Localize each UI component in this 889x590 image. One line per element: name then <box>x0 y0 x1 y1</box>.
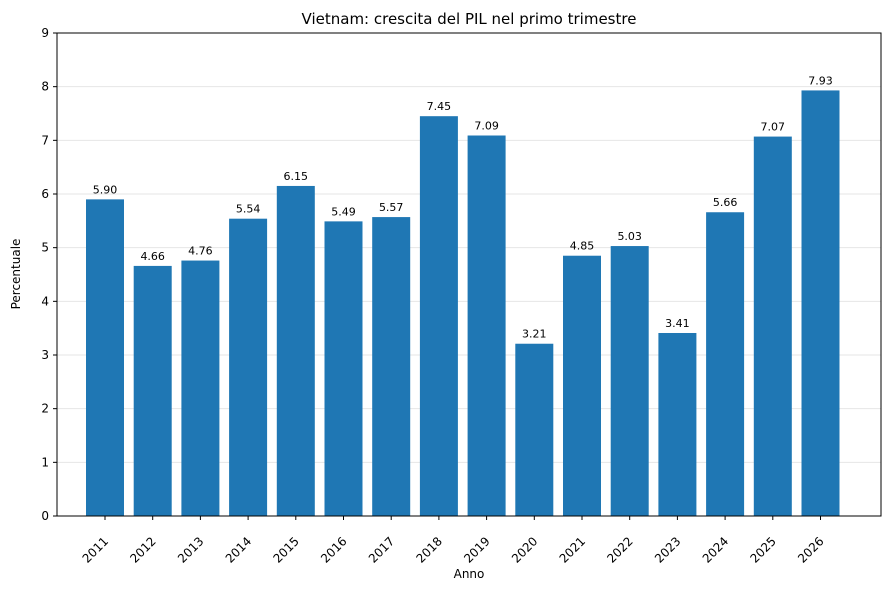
bar-2018 <box>419 116 458 516</box>
data-label-2014: 5.54 <box>236 203 261 216</box>
data-label-2019: 7.09 <box>474 120 499 133</box>
bar-2016 <box>324 221 363 516</box>
bar-2023 <box>658 332 697 516</box>
x-tick-label-2011: 2011 <box>80 534 111 565</box>
bar-2012 <box>133 265 172 516</box>
bar-2020 <box>515 343 554 516</box>
y-tick-label: 5 <box>41 241 49 255</box>
data-label-2012: 4.66 <box>140 250 165 263</box>
x-tick-label-2021: 2021 <box>557 534 588 565</box>
bar-2024 <box>706 212 745 516</box>
x-tick-label-2016: 2016 <box>318 534 349 565</box>
data-label-2015: 6.15 <box>284 170 309 183</box>
x-tick-label-2022: 2022 <box>604 534 635 565</box>
bar-2013 <box>181 260 220 516</box>
x-tick-label-2019: 2019 <box>461 534 492 565</box>
data-label-2013: 4.76 <box>188 245 213 258</box>
x-tick-label-2024: 2024 <box>700 534 731 565</box>
data-label-2024: 5.66 <box>713 196 738 209</box>
x-tick-label-2020: 2020 <box>509 534 540 565</box>
x-tick-label-2015: 2015 <box>270 534 301 565</box>
data-label-2026: 7.93 <box>808 74 833 87</box>
x-tick-label-2026: 2026 <box>795 534 826 565</box>
bar-2021 <box>563 255 601 516</box>
x-tick-label-2025: 2025 <box>747 534 778 565</box>
y-tick-label: 7 <box>41 133 49 147</box>
x-tick-label-2018: 2018 <box>414 534 445 565</box>
x-tick-label-2014: 2014 <box>223 534 254 565</box>
data-labels: 5.90 4.66 4.76 5.54 6.15 5.49 5.57 7.45 7.09 3.21… <box>93 74 833 340</box>
x-tick-label-2013: 2013 <box>175 534 206 565</box>
bar-2026 <box>801 90 840 516</box>
bar-2019 <box>467 135 506 516</box>
data-label-2011: 5.90 <box>93 183 118 196</box>
chart-title: Vietnam: crescita del PIL nel primo trim… <box>302 10 637 28</box>
y-tick-label: 3 <box>41 348 49 362</box>
x-axis-label: Anno <box>454 567 485 581</box>
data-label-2016: 5.49 <box>331 205 356 218</box>
x-tick-label-2012: 2012 <box>127 534 158 565</box>
bars <box>86 90 840 517</box>
data-label-2018: 7.45 <box>427 100 452 113</box>
y-tick-label: 9 <box>41 26 49 40</box>
y-axis-label: Percentuale <box>9 239 23 310</box>
y-tick-label: 0 <box>41 509 49 523</box>
y-tick-label: 6 <box>41 187 49 201</box>
data-label-2021: 4.85 <box>570 240 595 253</box>
bar-2017 <box>372 217 411 516</box>
y-tick-label: 1 <box>41 455 49 469</box>
data-label-2020: 3.21 <box>522 328 547 341</box>
bar-2022 <box>610 246 649 516</box>
x-tick-label-2023: 2023 <box>652 534 683 565</box>
bar-2014 <box>229 218 268 517</box>
x-axis-ticks: 2011 2012 2013 2014 2015 2016 2017 2018 2019 2020… <box>80 516 827 566</box>
y-tick-label: 8 <box>41 80 49 94</box>
plot-frame <box>56 32 882 517</box>
data-label-2022: 5.03 <box>617 230 642 243</box>
y-tick-label: 4 <box>41 294 49 308</box>
bar-2025 <box>753 136 792 516</box>
y-tick-label: 2 <box>41 402 49 416</box>
data-label-2023: 3.41 <box>665 317 690 330</box>
bar-2011 <box>86 199 124 516</box>
y-axis-ticks: 0 1 2 3 4 5 6 7 8 9 <box>41 26 57 523</box>
bar-2015 <box>276 185 315 516</box>
x-tick-label-2017: 2017 <box>366 534 397 565</box>
data-label-2025: 7.07 <box>761 121 786 134</box>
data-label-2017: 5.57 <box>379 201 404 214</box>
